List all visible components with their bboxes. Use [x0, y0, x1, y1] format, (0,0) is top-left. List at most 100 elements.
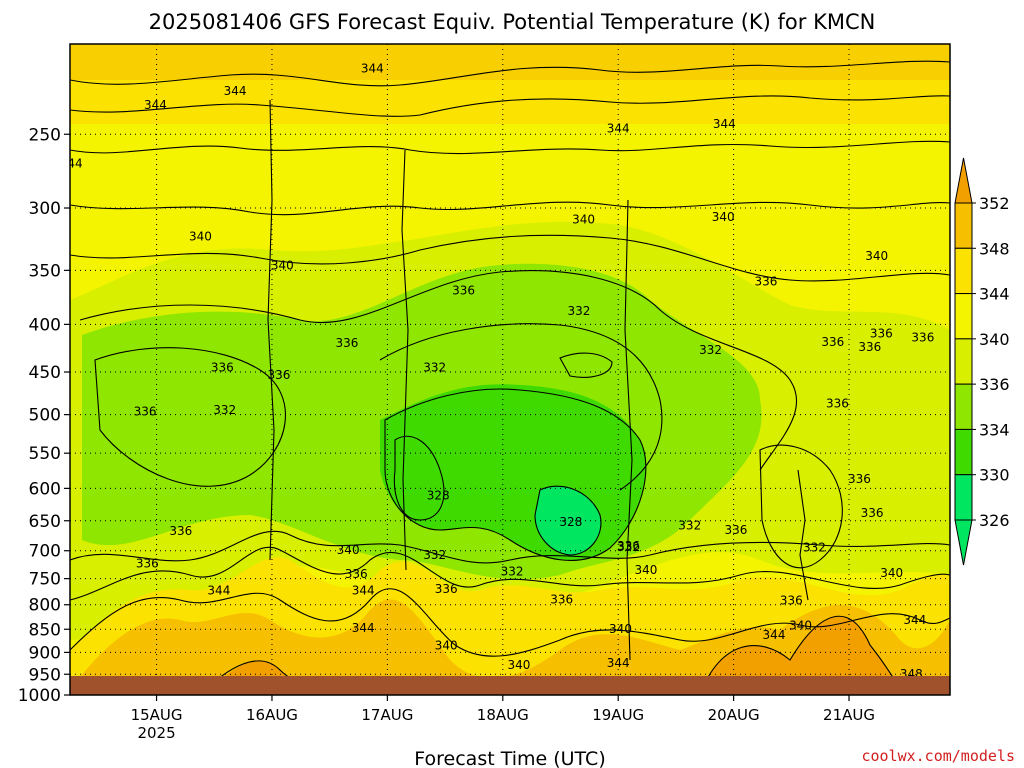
contour-label-text: 336	[780, 594, 803, 608]
contour-label: 336	[550, 593, 573, 607]
contour-label-text: 340	[271, 259, 294, 273]
contour-label-text: 344	[763, 628, 786, 642]
colorbar-swatch	[954, 428, 973, 476]
contour-label: 336	[724, 523, 747, 537]
contour-label: 344	[352, 621, 375, 635]
colorbar-label: 334	[979, 420, 1010, 439]
contour-label: 340	[880, 566, 903, 580]
contour-label-text: 340	[435, 639, 458, 653]
contour-label-text: 344	[713, 117, 736, 131]
contour-label-text: 336	[870, 326, 893, 340]
colorbar-swatch	[954, 202, 973, 249]
contour-label: 340	[271, 259, 294, 273]
contour-line	[70, 201, 950, 216]
contour-label: 340	[865, 249, 888, 263]
contour-label: 344	[763, 628, 786, 642]
contour-label: 336	[267, 368, 290, 382]
chart-title: 2025081406 GFS Forecast Equiv. Potential…	[149, 10, 876, 34]
contour-label-text: 336	[617, 539, 640, 553]
contour-label-text: 344	[352, 583, 375, 597]
contour-label-text: 344	[207, 583, 230, 597]
contour-label: 332	[617, 540, 640, 554]
contour-label-text: 340	[507, 658, 530, 672]
contour-label-text: 332	[699, 343, 722, 357]
x-tick-label: 15AUG	[131, 706, 183, 724]
y-tick-label: 400	[29, 315, 61, 335]
contour-label-text: 332	[423, 548, 446, 562]
y-tick-label: 850	[29, 620, 61, 640]
contour-line	[699, 615, 906, 695]
y-tick-label: 250	[29, 125, 61, 145]
contour-label-text: 336	[826, 396, 849, 410]
colorbar: 352 348 344 340 336 334 330 326	[954, 157, 1010, 566]
contour-label-text: 340	[572, 213, 595, 227]
y-tick-label: 550	[29, 444, 61, 464]
contour-label-text: 328	[559, 515, 582, 529]
contour-lines	[70, 60, 950, 695]
contour-label: 336	[345, 567, 368, 581]
contour-label-text: 332	[213, 403, 236, 417]
contour-label: 344	[144, 98, 167, 112]
contour-line	[70, 588, 950, 657]
contour-label: 340	[507, 658, 530, 672]
contour-label-text: 336	[858, 340, 881, 354]
contour-label: 344	[70, 156, 83, 170]
contour-label-text: 344	[607, 122, 630, 136]
contour-label-text: 336	[136, 557, 159, 571]
contour-line	[267, 99, 275, 561]
contour-label: 340	[789, 618, 812, 632]
y-tick-label: 800	[29, 596, 61, 616]
band-low-hottest	[210, 616, 905, 695]
colorbar-swatch	[954, 338, 973, 385]
contour-label-text: 336	[821, 335, 844, 349]
contour-label: 336	[870, 326, 893, 340]
contour-label-text: 332	[617, 540, 640, 554]
y-tick-label: 350	[29, 261, 61, 281]
contour-label: 340	[337, 543, 360, 557]
y-tick-label: 1000	[18, 686, 61, 706]
contour-label-text: 336	[848, 472, 871, 486]
contour-label: 336	[617, 539, 640, 553]
y-tick-label: 650	[29, 512, 61, 532]
x-tick-label: 21AUG	[823, 706, 875, 724]
contour-label-text: 336	[861, 506, 884, 520]
contour-line	[70, 234, 950, 282]
contour-label: 336	[211, 361, 234, 375]
contour-label-text: 340	[634, 563, 657, 577]
contour-label-text: 344	[352, 621, 375, 635]
contour-line	[559, 352, 613, 378]
contour-label-text: 336	[911, 330, 934, 344]
x-tick-label: 19AUG	[592, 706, 644, 724]
plot-frame	[69, 43, 951, 696]
contour-label: 340	[189, 229, 212, 243]
x-axis: 15AUG 16AUG 17AUG 18AUG 19AUG 20AUG 21AUG 2025	[131, 695, 875, 742]
contour-label-text: 336	[211, 361, 234, 375]
contour-line	[384, 388, 647, 561]
contour-label: 332	[568, 304, 591, 318]
contour-label: 332	[423, 361, 446, 375]
contour-label: 344	[713, 117, 736, 131]
contour-label: 344	[207, 583, 230, 597]
contour-line	[534, 485, 602, 556]
contour-label: 336	[452, 284, 475, 298]
surface-ground-strip	[70, 676, 950, 695]
contour-label-text: 336	[336, 336, 359, 350]
contour-label: 340	[712, 210, 735, 224]
contour-line	[70, 60, 950, 87]
contour-label: 340	[634, 563, 657, 577]
contour-label: 344	[224, 84, 247, 98]
colorbar-top-arrow	[954, 157, 973, 204]
contour-label: 344	[361, 62, 384, 76]
contour-label: 336	[136, 557, 159, 571]
contour-label-text: 336	[435, 582, 458, 596]
x-tick-label: 20AUG	[708, 706, 760, 724]
y-tick-label: 500	[29, 406, 61, 426]
contour-label-text: 340	[880, 566, 903, 580]
contour-label-text: 344	[144, 98, 167, 112]
contour-line	[797, 469, 809, 601]
contour-label-text: 344	[361, 62, 384, 76]
colorbar-label: 344	[979, 285, 1010, 304]
colorbar-label: 330	[979, 466, 1010, 485]
contour-label: 340	[435, 639, 458, 653]
